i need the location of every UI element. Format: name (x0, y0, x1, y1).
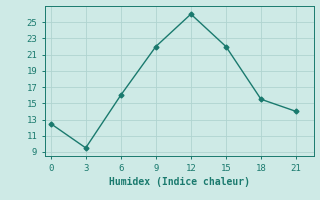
X-axis label: Humidex (Indice chaleur): Humidex (Indice chaleur) (109, 177, 250, 187)
